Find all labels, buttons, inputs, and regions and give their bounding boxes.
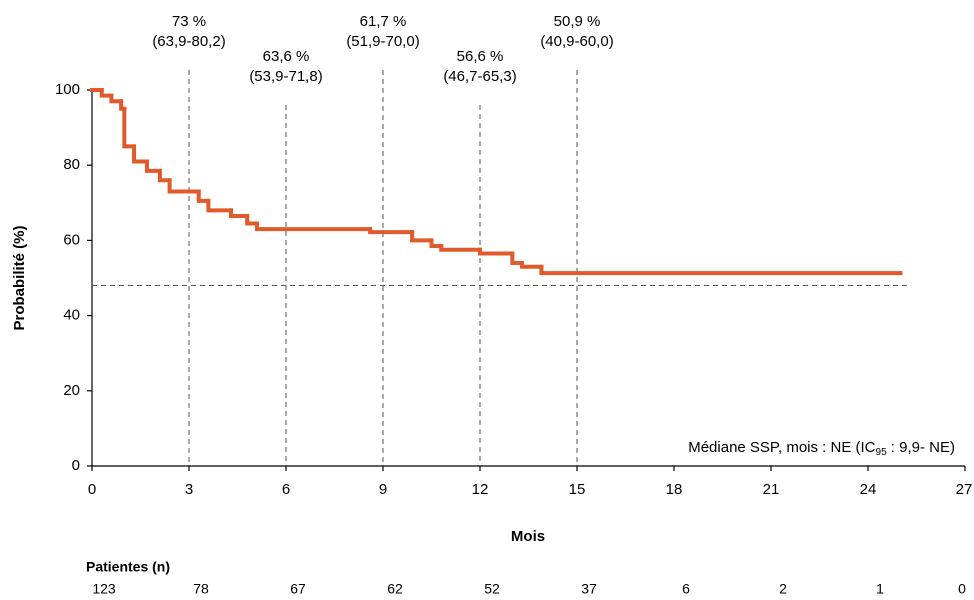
annotation-ci: (51,9-70,0) — [346, 33, 419, 50]
risk-count: 6 — [682, 581, 690, 597]
x-tick-label: 15 — [569, 481, 586, 498]
median-after: : 9,9- NE) — [887, 439, 955, 456]
annotation-ci: (46,7-65,3) — [443, 68, 516, 85]
km-step — [144, 159, 162, 173]
annotation-label: 63,6 % — [263, 48, 310, 65]
risk-count: 2 — [779, 581, 787, 597]
x-tick-label: 0 — [88, 481, 96, 498]
km-step — [157, 168, 172, 183]
risk-count: 37 — [581, 581, 597, 597]
annotation-label: 50,9 % — [554, 13, 601, 30]
km-step — [167, 178, 201, 194]
annotation-label: 56,6 % — [457, 48, 504, 65]
annotation-ci: (53,9-71,8) — [249, 68, 322, 85]
x-tick-label: 9 — [379, 481, 387, 498]
km-step — [206, 198, 234, 213]
x-tick-label: 18 — [666, 481, 683, 498]
median-text: Médiane SSP, mois : NE (IC95 : 9,9- NE) — [688, 439, 955, 458]
risk-count: 1 — [876, 581, 884, 597]
annotation-ci: (40,9-60,0) — [540, 33, 613, 50]
x-tick-label: 24 — [860, 481, 877, 498]
risk-count: 62 — [387, 581, 403, 597]
km-step — [429, 238, 444, 249]
risk-count: 123 — [92, 581, 116, 597]
y-tick-label: 60 — [63, 231, 80, 248]
risk-count: 67 — [290, 581, 306, 597]
km-step — [132, 144, 149, 164]
median-sub: 95 — [876, 447, 888, 458]
x-tick-label: 27 — [956, 481, 973, 498]
km-step — [439, 244, 482, 252]
risk-count: 0 — [958, 581, 966, 597]
risk-count: 78 — [193, 581, 209, 597]
km-step — [109, 93, 124, 104]
x-tick-label: 6 — [282, 481, 290, 498]
annotation-ci: (63,9-80,2) — [152, 33, 225, 50]
km-step — [99, 88, 114, 98]
y-tick-label: 0 — [72, 457, 80, 474]
km-step — [478, 247, 515, 256]
risk-table-title: Patientes (n) — [86, 559, 170, 575]
x-tick-label: 21 — [763, 481, 780, 498]
km-step — [539, 264, 903, 276]
x-tick-label: 12 — [472, 481, 489, 498]
annotation-label: 61,7 % — [360, 13, 407, 30]
km-step — [229, 208, 250, 218]
x-tick-label: 3 — [185, 481, 193, 498]
km-step — [122, 106, 137, 149]
km-step — [510, 251, 525, 265]
y-tick-label: 40 — [63, 307, 80, 324]
km-step — [368, 227, 415, 235]
median-before: Médiane SSP, mois : NE (IC — [688, 439, 875, 456]
y-tick-label: 80 — [63, 156, 80, 173]
km-step — [196, 189, 211, 203]
y-axis-label: Probabilité (%) — [11, 225, 28, 330]
y-tick-label: 20 — [63, 382, 80, 399]
km-step — [410, 230, 434, 243]
km-step — [520, 260, 544, 269]
annotation-label: 73 % — [172, 13, 206, 30]
x-axis-label: Mois — [511, 528, 545, 545]
y-tick-label: 100 — [55, 81, 80, 98]
km-step — [245, 213, 259, 226]
risk-count: 52 — [484, 581, 500, 597]
km-step — [254, 221, 373, 232]
